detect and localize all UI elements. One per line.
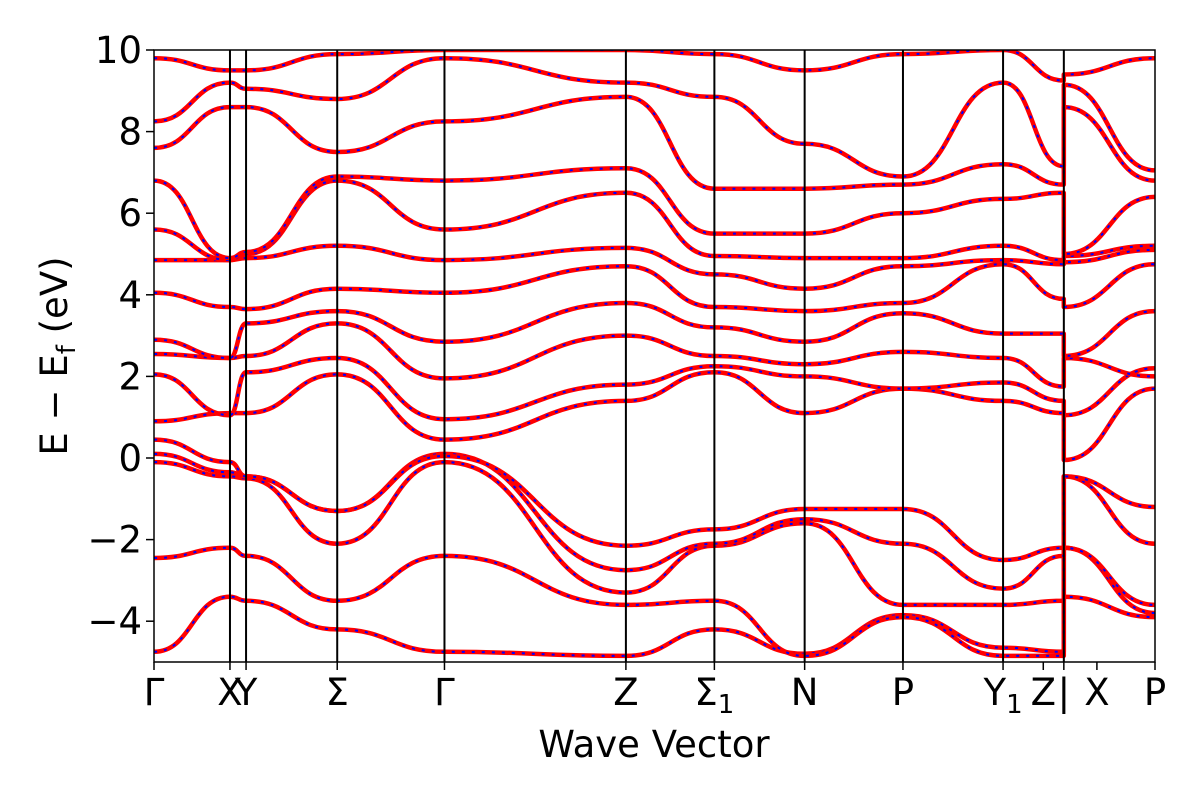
band-5 <box>154 437 1155 563</box>
band-line-blue <box>154 595 1155 657</box>
band-14 <box>154 94 1155 191</box>
plot-frame <box>153 49 1156 663</box>
band-9 <box>154 300 1155 361</box>
band-3 <box>154 459 1155 608</box>
x-tick-label: P <box>1144 671 1166 714</box>
y-axis-title-sub: f <box>52 344 82 354</box>
x-tick-label: Y1 <box>982 671 1022 720</box>
x-tick-label: Σ <box>326 671 349 714</box>
x-tick-label: Σ1 <box>694 671 734 720</box>
band-16 <box>154 50 1155 83</box>
band-line-blue <box>154 263 1155 313</box>
high-symmetry-lines <box>228 50 1065 662</box>
y-tick-label: 4 <box>118 274 142 317</box>
band-line-red <box>154 50 1155 83</box>
band-line-blue <box>154 57 1155 178</box>
y-tick-label: 2 <box>118 355 142 398</box>
band-8 <box>154 321 1155 389</box>
band-10 <box>154 261 1155 314</box>
y-tick-label: −4 <box>87 600 142 643</box>
band-11 <box>154 243 1155 291</box>
x-tick-label: Z <box>613 671 638 714</box>
y-tick-label: 10 <box>95 29 142 72</box>
band-line-blue <box>154 244 1155 290</box>
x-tick-label: Γ <box>434 671 455 714</box>
y-axis-title: E − Ef (eV) <box>33 256 82 455</box>
x-tick-label: N <box>791 671 819 714</box>
band-line-red <box>154 370 1155 463</box>
band-line-blue <box>154 167 1155 260</box>
band-line-blue <box>154 50 1155 82</box>
y-tick-label: 6 <box>118 192 142 235</box>
band-line-blue <box>154 438 1155 562</box>
band-line-red <box>154 451 1155 591</box>
band-line-red <box>154 300 1155 361</box>
x-axis-ticks: Γ XY Σ Γ Z Σ1 N P Y1 Z | X P <box>144 662 1166 720</box>
x-tick-label: Y <box>234 671 258 714</box>
band-line-blue <box>154 546 1155 657</box>
band-lines <box>154 50 1155 659</box>
band-7 <box>154 355 1155 422</box>
band-4 <box>154 451 1155 591</box>
band-1 <box>154 594 1155 659</box>
x-tick-label: Z <box>1031 671 1056 714</box>
band-line-red <box>154 355 1155 422</box>
band-line-red <box>154 94 1155 191</box>
band-line-blue <box>154 322 1155 388</box>
y-axis-title-main: E − E <box>33 354 76 455</box>
y-axis-title-unit: (eV) <box>33 256 76 345</box>
x-tick-label: X <box>1084 671 1109 714</box>
band-line-blue <box>154 371 1155 462</box>
x-tick-label: X <box>217 671 242 714</box>
y-tick-label: 0 <box>118 437 142 480</box>
x-axis-title: Wave Vector <box>538 723 770 766</box>
band-line-blue <box>154 95 1155 190</box>
band-line-red <box>154 261 1155 314</box>
x-tick-label: Γ <box>144 671 165 714</box>
y-axis-ticks: −4 −2 0 2 4 6 8 10 <box>87 29 154 643</box>
x-tick-label: P <box>892 671 914 714</box>
band-line-red <box>154 459 1155 608</box>
x-tick-label: | <box>1058 671 1070 714</box>
band-line-blue <box>154 356 1155 421</box>
y-tick-label: 8 <box>118 111 142 154</box>
band-6 <box>154 370 1155 463</box>
band-line-red <box>154 243 1155 291</box>
band-line-blue <box>154 452 1155 590</box>
band-line-red <box>154 437 1155 563</box>
y-tick-label: −2 <box>87 519 142 562</box>
band-13 <box>154 166 1155 261</box>
